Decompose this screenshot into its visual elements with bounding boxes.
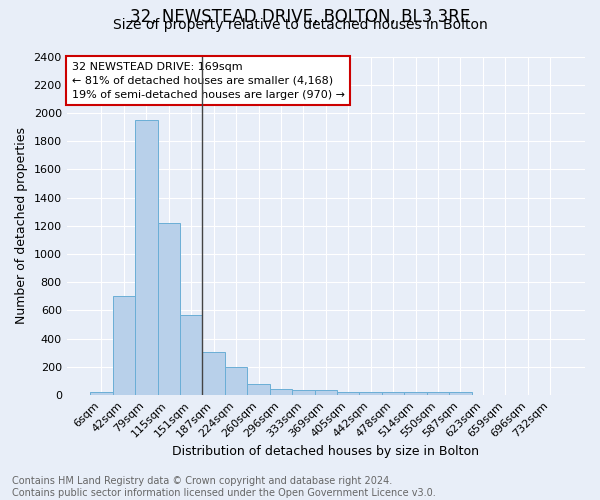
Bar <box>404 392 427 395</box>
Bar <box>158 223 180 395</box>
Text: 32, NEWSTEAD DRIVE, BOLTON, BL3 3RE: 32, NEWSTEAD DRIVE, BOLTON, BL3 3RE <box>130 8 470 26</box>
Bar <box>90 392 113 395</box>
Bar <box>225 367 247 395</box>
Bar <box>359 392 382 395</box>
Bar <box>337 392 359 395</box>
Bar <box>292 390 314 395</box>
Bar <box>314 390 337 395</box>
Bar <box>113 296 135 395</box>
Text: 32 NEWSTEAD DRIVE: 169sqm
← 81% of detached houses are smaller (4,168)
19% of se: 32 NEWSTEAD DRIVE: 169sqm ← 81% of detac… <box>72 62 345 100</box>
Bar <box>382 392 404 395</box>
Bar <box>135 120 158 395</box>
Bar <box>202 352 225 395</box>
Text: Contains HM Land Registry data © Crown copyright and database right 2024.
Contai: Contains HM Land Registry data © Crown c… <box>12 476 436 498</box>
X-axis label: Distribution of detached houses by size in Bolton: Distribution of detached houses by size … <box>172 444 479 458</box>
Bar <box>270 389 292 395</box>
Bar <box>247 384 270 395</box>
Bar <box>449 392 472 395</box>
Bar <box>180 314 202 395</box>
Y-axis label: Number of detached properties: Number of detached properties <box>15 128 28 324</box>
Text: Size of property relative to detached houses in Bolton: Size of property relative to detached ho… <box>113 18 487 32</box>
Bar <box>427 392 449 395</box>
